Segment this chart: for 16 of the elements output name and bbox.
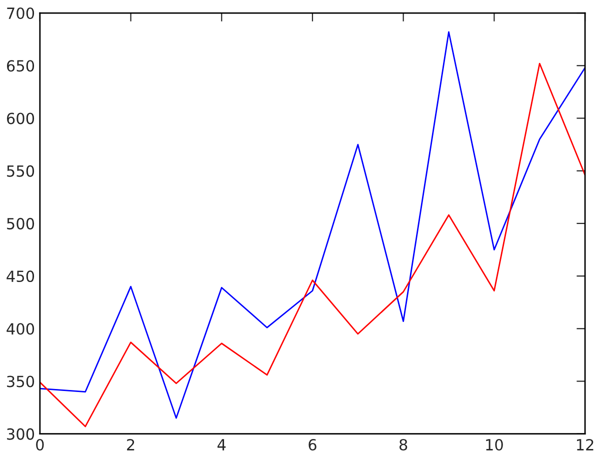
y-tick-label: 500: [7, 218, 34, 230]
y-tick-label: 400: [6, 323, 34, 335]
y-tick-label: 350: [7, 376, 34, 388]
y-tick-label: 600: [6, 112, 34, 124]
x-tick-label: 10: [486, 438, 503, 451]
y-tick-label: 300: [7, 428, 34, 440]
x-tick-label: 2: [127, 438, 134, 450]
x-tick-label: 4: [218, 439, 226, 450]
y-tick-label: 450: [6, 270, 34, 282]
x-tick-label: 6: [308, 438, 316, 451]
y-tick-label: 550: [7, 165, 34, 177]
x-tick-label: 0: [36, 438, 44, 451]
y-tick-label: 700: [7, 7, 34, 20]
y-tick-label: 650: [6, 60, 34, 72]
x-tick-label: 8: [400, 438, 408, 451]
x-tick-label: 12: [576, 438, 594, 450]
